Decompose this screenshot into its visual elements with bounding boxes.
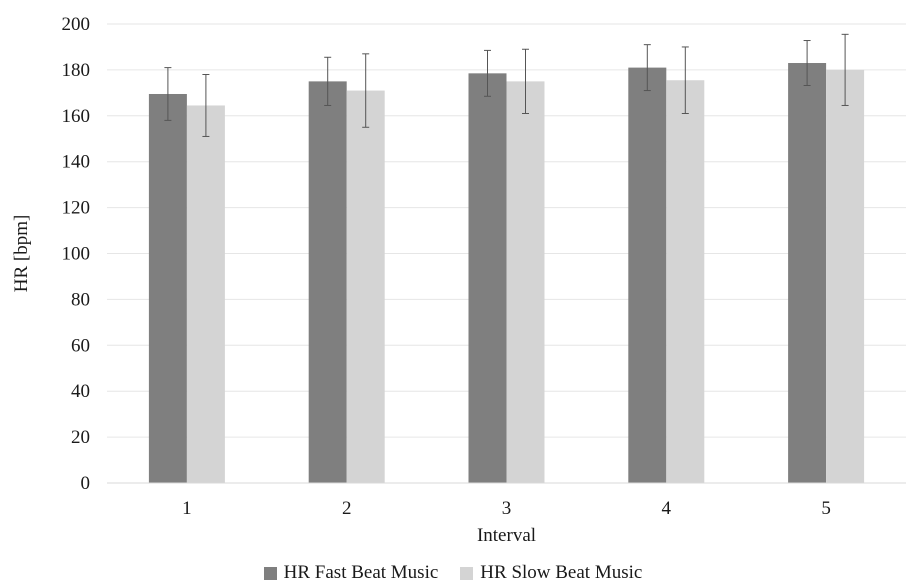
- y-tick-label: 80: [71, 289, 90, 310]
- legend-swatch-slow: [460, 566, 474, 580]
- bar-series1-interval-2: [308, 81, 347, 483]
- x-tick-label: 1: [182, 498, 192, 519]
- legend-label-slow: HR Slow Beat Music: [480, 562, 643, 583]
- legend-swatch-fast: [263, 566, 277, 580]
- bar-series1-interval-4: [628, 67, 667, 483]
- bar-series1-interval-3: [468, 73, 507, 483]
- legend-item-slow: HR Slow Beat Music: [460, 562, 642, 584]
- x-axis-ticks: 1 2 3 4 5: [182, 498, 831, 519]
- y-tick-label: 60: [71, 335, 90, 356]
- y-tick-label: 0: [81, 473, 91, 494]
- legend-label-fast: HR Fast Beat Music: [283, 562, 439, 583]
- bar-series2-interval-5: [826, 69, 865, 484]
- y-tick-label: 100: [62, 244, 91, 265]
- y-tick-label: 20: [71, 427, 90, 448]
- bars: [148, 63, 865, 484]
- error-bars: [164, 33, 849, 137]
- y-tick-label: 180: [62, 60, 91, 81]
- y-tick-label: 40: [71, 381, 90, 402]
- bar-series2-interval-4: [666, 80, 705, 483]
- bar-series2-interval-3: [506, 81, 545, 483]
- x-tick-label: 2: [342, 498, 352, 519]
- y-tick-label: 120: [62, 198, 91, 219]
- y-axis-label: HR [bpm]: [11, 215, 32, 293]
- bar-series1-interval-1: [148, 93, 187, 483]
- y-tick-label: 140: [62, 152, 91, 173]
- x-tick-label: 3: [502, 498, 512, 519]
- x-axis-label: Interval: [477, 525, 536, 546]
- y-tick-label: 160: [62, 106, 91, 127]
- bar-series2-interval-1: [186, 105, 225, 483]
- legend: HR Fast Beat Music HR Slow Beat Music: [0, 560, 906, 586]
- x-tick-label: 4: [662, 498, 672, 519]
- x-tick-label: 5: [821, 498, 831, 519]
- bar-series2-interval-2: [346, 90, 385, 484]
- y-axis-ticks: 0 20 40 60 80 100 120 140 160 180 200: [62, 14, 91, 494]
- bar-series1-interval-5: [788, 63, 827, 483]
- legend-item-fast: HR Fast Beat Music: [263, 562, 439, 584]
- y-tick-label: 200: [62, 14, 91, 35]
